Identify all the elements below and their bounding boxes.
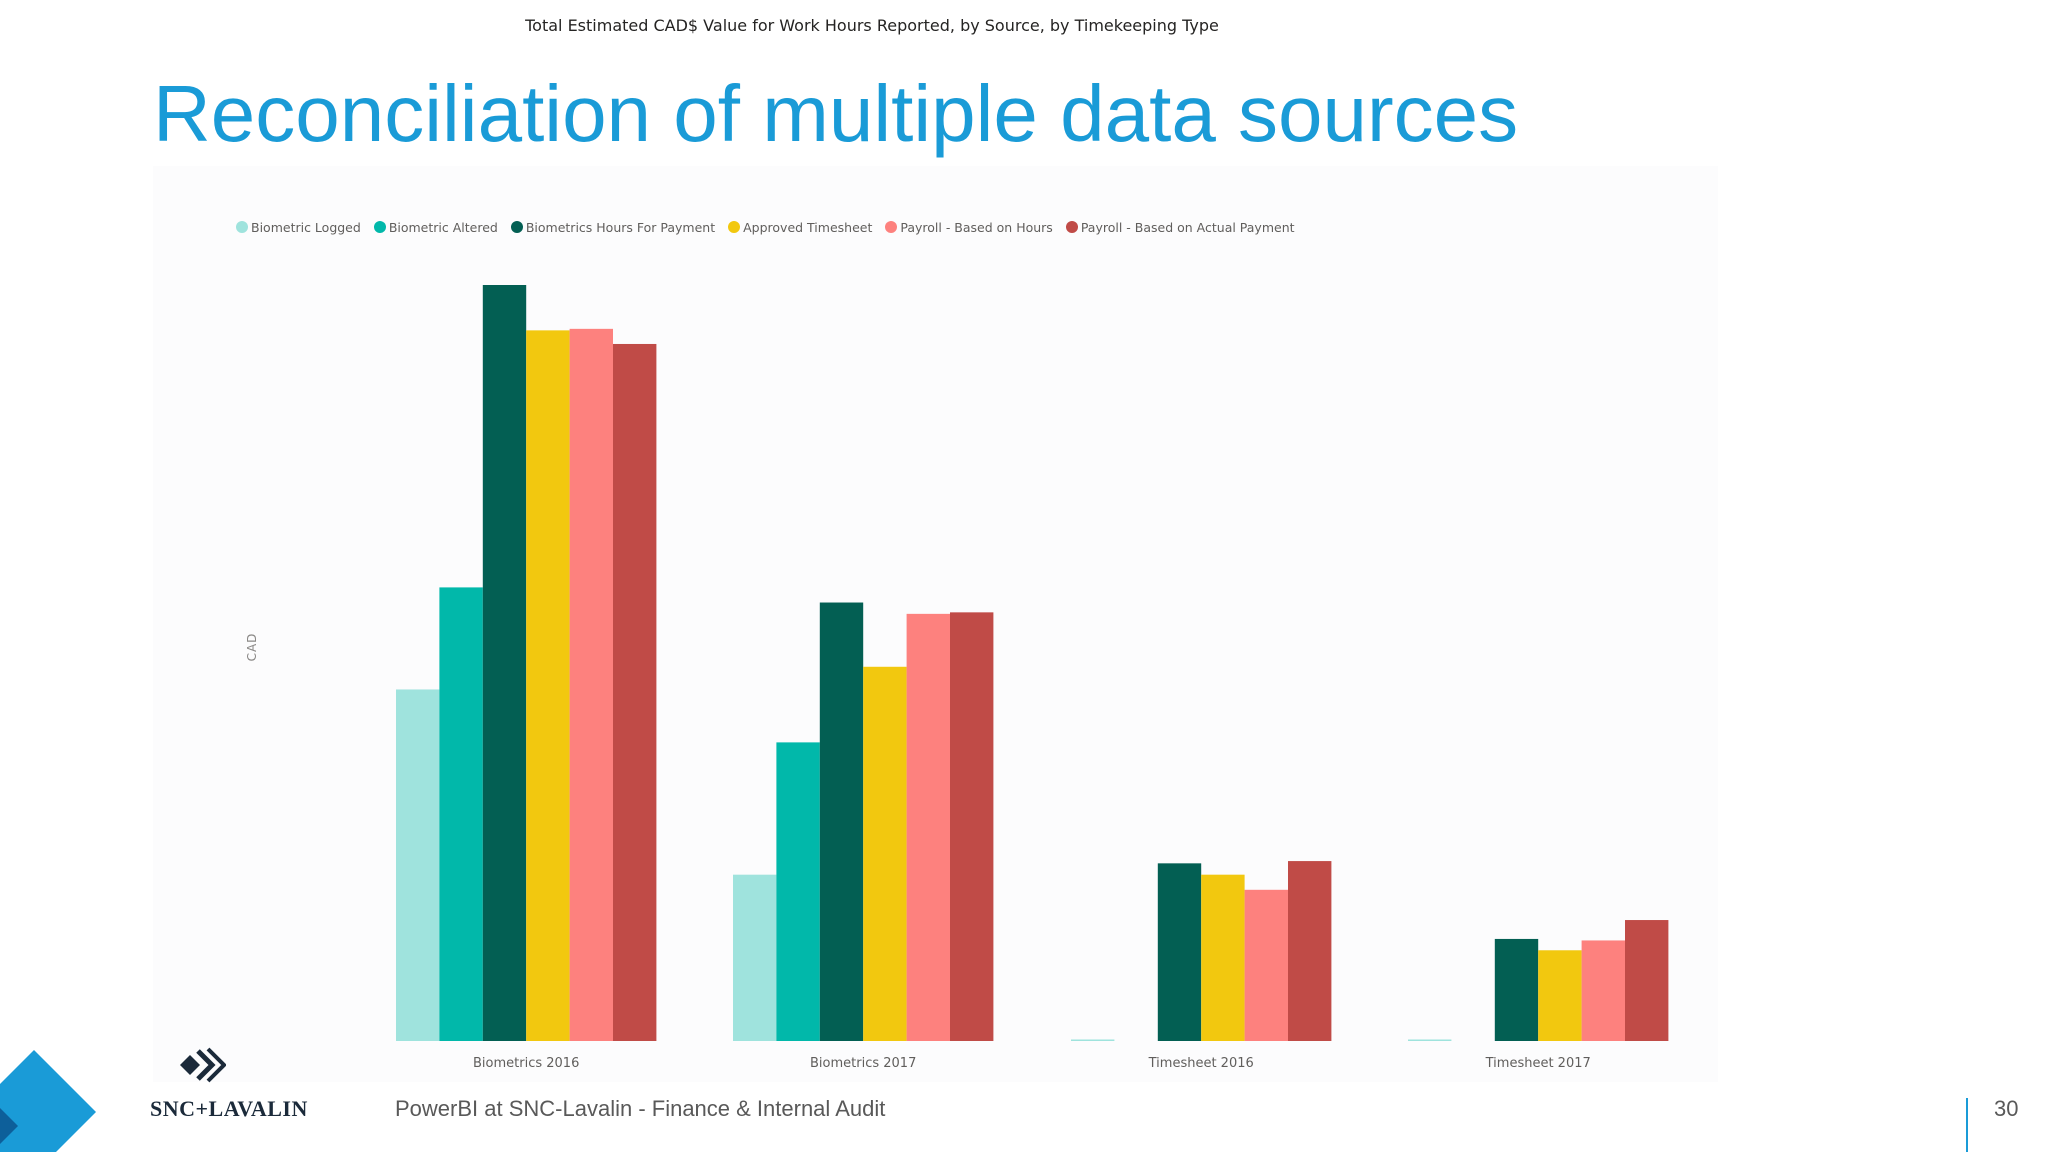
brand-logo-icon bbox=[180, 1047, 226, 1083]
y-axis-label: CAD bbox=[245, 632, 259, 662]
bar-timesheet-2016-payroll-based-on-hours[interactable] bbox=[1244, 889, 1288, 1041]
brand-name: SNC+LAVALIN bbox=[150, 1096, 308, 1121]
legend-item[interactable]: Biometrics Hours For Payment bbox=[510, 219, 716, 235]
bar-biometrics-2017-approved-timesheet[interactable] bbox=[863, 666, 907, 1041]
x-tick-label: Timesheet 2017 bbox=[1485, 1056, 1591, 1071]
bar-timesheet-2016-payroll-based-on-actual-payment[interactable] bbox=[1288, 861, 1332, 1041]
legend-item[interactable]: Biometric Altered bbox=[373, 219, 498, 235]
bar-biometrics-2017-payroll-based-on-hours[interactable] bbox=[906, 613, 950, 1041]
legend-item[interactable]: Approved Timesheet bbox=[728, 220, 872, 235]
bar-biometrics-2017-payroll-based-on-actual-payment[interactable] bbox=[950, 612, 994, 1041]
legend-marker-icon bbox=[728, 221, 741, 233]
bar-biometrics-2016-biometric-logged[interactable] bbox=[396, 689, 440, 1041]
legend-marker-icon bbox=[510, 221, 523, 233]
legend-label: Biometric Logged bbox=[251, 219, 361, 235]
x-tick-label: Biometrics 2016 bbox=[473, 1056, 579, 1071]
legend-marker-icon bbox=[885, 221, 898, 233]
chart-legend: Biometric Logged Biometric Altered Biometr… bbox=[236, 218, 1308, 236]
legend-label: Biometric Altered bbox=[388, 219, 498, 235]
footer-divider bbox=[1966, 1098, 1968, 1152]
bar-timesheet-2016-biometric-logged[interactable] bbox=[1071, 1039, 1115, 1041]
bar-timesheet-2017-biometric-logged[interactable] bbox=[1408, 1039, 1452, 1041]
legend-item[interactable]: Biometric Logged bbox=[236, 220, 361, 235]
slide-footer: PowerBI at SNC-Lavalin - Finance & Inter… bbox=[395, 1096, 886, 1121]
legend-marker-icon bbox=[236, 221, 248, 233]
legend-label: Payroll - Based on Actual Payment bbox=[1080, 219, 1295, 235]
legend-label: Payroll - Based on Hours bbox=[900, 219, 1053, 235]
chart-title: Total Estimated CAD$ Value for Work Hour… bbox=[525, 16, 1219, 35]
slide-title: Reconciliation of multiple data sources bbox=[153, 69, 1519, 158]
bar-timesheet-2017-payroll-based-on-hours[interactable] bbox=[1581, 940, 1625, 1041]
legend-item[interactable]: Payroll - Based on Actual Payment bbox=[1065, 219, 1295, 235]
x-tick-label: Biometrics 2017 bbox=[810, 1056, 916, 1071]
bar-biometrics-2017-biometric-altered[interactable] bbox=[776, 742, 820, 1041]
legend-item[interactable]: Payroll - Based on Hours bbox=[885, 219, 1053, 235]
bar-biometrics-2016-payroll-based-on-hours[interactable] bbox=[569, 328, 613, 1041]
bar-biometrics-2017-biometric-logged[interactable] bbox=[733, 874, 777, 1041]
corner-chevron-decoration bbox=[0, 1050, 96, 1152]
bar-timesheet-2017-payroll-based-on-actual-payment[interactable] bbox=[1625, 920, 1669, 1041]
bar-timesheet-2016-biometrics-hours-for-payment[interactable] bbox=[1157, 863, 1202, 1041]
page-number: 30 bbox=[1994, 1096, 2019, 1121]
bar-biometrics-2016-biometrics-hours-for-payment[interactable] bbox=[482, 285, 527, 1041]
bar-biometrics-2016-approved-timesheet[interactable] bbox=[526, 330, 570, 1041]
x-tick-label: Timesheet 2016 bbox=[1148, 1056, 1254, 1071]
bar-biometrics-2016-payroll-based-on-actual-payment[interactable] bbox=[613, 343, 657, 1041]
legend-label: Approved Timesheet bbox=[743, 219, 873, 235]
bar-biometrics-2017-biometrics-hours-for-payment[interactable] bbox=[819, 602, 864, 1041]
legend-marker-icon bbox=[373, 221, 386, 233]
legend-label: Biometrics Hours For Payment bbox=[525, 219, 716, 235]
bar-timesheet-2016-approved-timesheet[interactable] bbox=[1201, 874, 1245, 1041]
bar-biometrics-2016-biometric-altered[interactable] bbox=[439, 587, 483, 1041]
legend-marker-icon bbox=[1065, 221, 1078, 233]
bar-timesheet-2017-approved-timesheet[interactable] bbox=[1538, 950, 1582, 1041]
bar-timesheet-2017-biometrics-hours-for-payment[interactable] bbox=[1494, 938, 1539, 1041]
